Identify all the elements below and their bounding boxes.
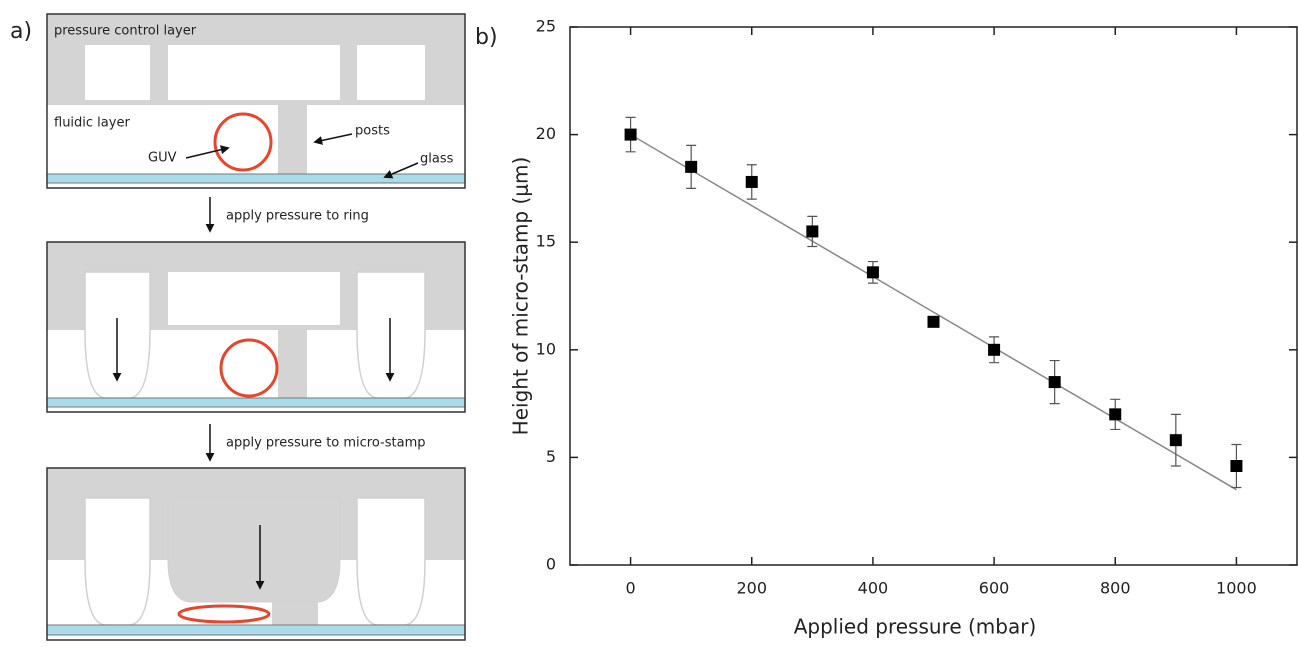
data-point bbox=[927, 315, 940, 328]
data-point bbox=[1048, 376, 1061, 389]
label: posts bbox=[355, 124, 390, 139]
data-point bbox=[1230, 460, 1243, 473]
panel-label: a) bbox=[10, 19, 32, 44]
step-label: apply pressure to micro-stamp bbox=[226, 436, 426, 451]
x-tick-label: 1000 bbox=[1216, 579, 1257, 598]
data-point bbox=[988, 343, 1001, 356]
label: pressure control layer bbox=[54, 24, 197, 39]
label: GUV bbox=[148, 151, 177, 166]
data-point bbox=[1169, 434, 1182, 447]
diagram-box: pressure control layer fluidic layer GUV… bbox=[46, 13, 466, 189]
x-tick-label: 200 bbox=[736, 579, 767, 598]
y-tick-label: 20 bbox=[536, 124, 556, 143]
panel-label: b) bbox=[475, 25, 498, 50]
fit-line bbox=[630, 133, 1237, 491]
x-tick-label: 400 bbox=[858, 579, 889, 598]
y-tick-label: 5 bbox=[546, 447, 556, 466]
label: fluidic layer bbox=[54, 116, 130, 131]
data-point bbox=[1109, 408, 1122, 421]
data-point bbox=[685, 160, 698, 173]
step-label: apply pressure to ring bbox=[226, 209, 369, 224]
y-tick-label: 25 bbox=[536, 17, 556, 36]
data-point bbox=[745, 175, 758, 188]
data-point bbox=[806, 225, 819, 238]
diagram-box bbox=[46, 241, 466, 413]
data-point bbox=[624, 128, 637, 141]
y-tick-label: 0 bbox=[546, 555, 556, 574]
label: glass bbox=[420, 152, 454, 167]
x-axis-label: Applied pressure (mbar) bbox=[794, 615, 1037, 639]
y-axis-label: Height of micro-stamp (μm) bbox=[509, 157, 533, 436]
diagram-box bbox=[46, 467, 466, 641]
data-point bbox=[866, 266, 879, 279]
x-tick-label: 600 bbox=[979, 579, 1010, 598]
x-tick-label: 800 bbox=[1100, 579, 1131, 598]
x-tick-label: 0 bbox=[625, 579, 635, 598]
y-tick-label: 15 bbox=[536, 232, 556, 251]
y-tick-label: 10 bbox=[536, 339, 556, 358]
plot-frame bbox=[569, 26, 1298, 566]
